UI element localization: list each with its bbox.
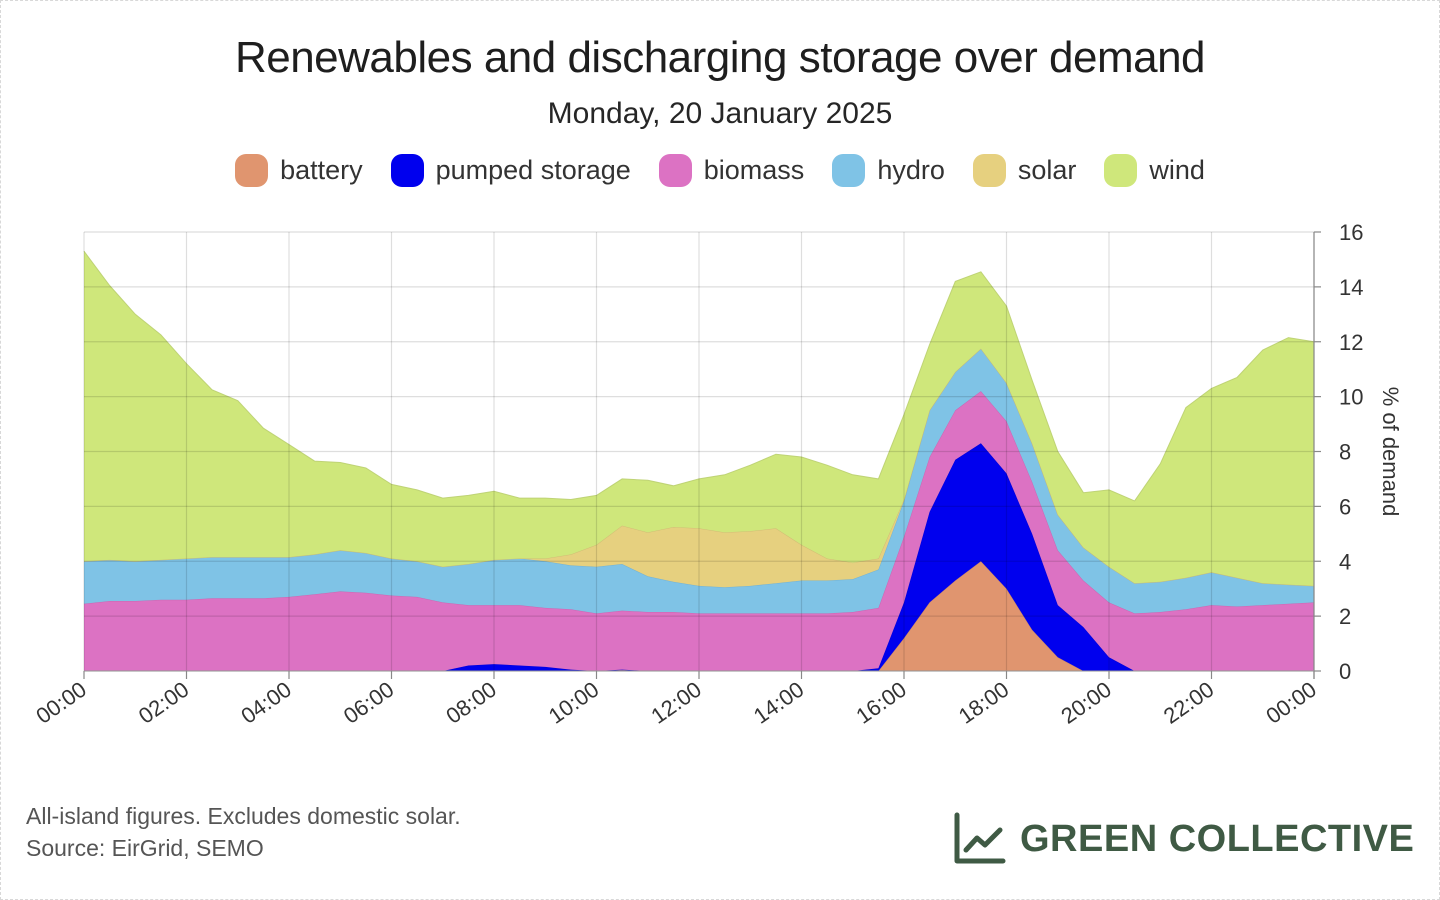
y-tick-label: 0 — [1339, 659, 1351, 684]
gridlines — [83, 231, 1315, 672]
y-tick-label: 8 — [1339, 440, 1351, 465]
brand-name: GREEN COLLECTIVE — [1020, 817, 1415, 860]
area-solar — [84, 348, 1314, 588]
chart-subtitle: Monday, 20 January 2025 — [547, 97, 893, 130]
line-chart-icon — [954, 812, 1006, 864]
y-tick-label: 10 — [1339, 385, 1363, 410]
legend-label: wind — [1149, 155, 1205, 185]
y-axis-label: % of demand — [1378, 387, 1403, 517]
area-biomass — [84, 391, 1314, 671]
x-tick-label: 14:00 — [749, 677, 808, 729]
legend-label: biomass — [703, 155, 805, 185]
y-tick-label: 6 — [1339, 494, 1351, 519]
x-tick-label: 04:00 — [236, 677, 295, 729]
footnote-line-source: Source: EirGrid, SEMO — [26, 835, 264, 861]
area-pumped-storage — [84, 443, 1314, 671]
x-tick-label: 18:00 — [954, 677, 1013, 729]
legend-item-pumped-storage[interactable]: pumped storage — [390, 154, 631, 187]
legend-swatch — [235, 154, 269, 187]
x-tick-label: 22:00 — [1159, 677, 1218, 729]
series-areas — [83, 250, 1315, 672]
legend-item-solar[interactable]: solar — [972, 154, 1077, 187]
area-hydro — [84, 348, 1314, 614]
y-tick-label: 12 — [1339, 330, 1363, 355]
legend-item-biomass[interactable]: biomass — [658, 154, 805, 187]
legend-swatch — [658, 154, 692, 187]
legend-swatch — [832, 154, 866, 187]
legend: battery pumped storage biomass hydro solar wi… — [0, 154, 1440, 187]
x-tick-label: 08:00 — [441, 677, 500, 729]
footnote: All-island figures. Excludes domestic so… — [26, 800, 461, 864]
x-tick-label: 06:00 — [339, 677, 398, 729]
legend-item-wind[interactable]: wind — [1104, 154, 1205, 187]
legend-label: pumped storage — [435, 155, 631, 185]
footnote-line-scope: All-island figures. Excludes domestic so… — [26, 803, 461, 829]
x-tick-label: 00:00 — [31, 677, 90, 729]
legend-swatch — [972, 154, 1006, 187]
x-tick-label: 20:00 — [1056, 677, 1115, 729]
legend-label: hydro — [877, 155, 945, 185]
y-tick-label: 4 — [1339, 549, 1351, 574]
y-tick-label: 2 — [1339, 604, 1351, 629]
y-tick-label: 14 — [1339, 275, 1363, 300]
legend-item-battery[interactable]: battery — [235, 154, 363, 187]
legend-swatch — [1104, 154, 1138, 187]
x-tick-label: 02:00 — [134, 677, 193, 729]
chart-title: Renewables and discharging storage over … — [234, 33, 1206, 82]
area-wind — [84, 251, 1314, 586]
y-tick-label: 16 — [1339, 220, 1363, 245]
brand-logo: GREEN COLLECTIVE — [952, 812, 1414, 866]
legend-item-hydro[interactable]: hydro — [832, 154, 945, 187]
legend-label: solar — [1017, 155, 1077, 185]
x-tick-label: 00:00 — [1261, 677, 1320, 729]
x-tick-label: 16:00 — [851, 677, 910, 729]
x-tick-label: 12:00 — [646, 677, 705, 729]
legend-label: battery — [280, 155, 363, 185]
area-edge-wind — [83, 250, 1315, 502]
x-tick-label: 10:00 — [544, 677, 603, 729]
legend-swatch — [390, 154, 424, 187]
